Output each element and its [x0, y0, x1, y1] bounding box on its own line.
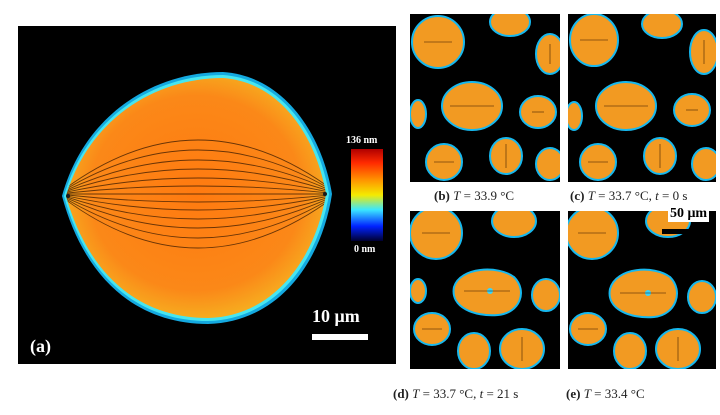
caption-d: (d) T = 33.7 °C, t = 21 s — [393, 386, 518, 402]
caption-c-text2: = 0 s — [658, 188, 688, 203]
caption-d-var: T — [412, 386, 420, 401]
droplet-body — [66, 78, 326, 318]
caption-d-text2: = 21 s — [483, 386, 519, 401]
caption-c-label: (c) — [570, 188, 585, 203]
caption-d-label: (d) — [393, 386, 409, 401]
caption-b-var: T — [453, 188, 461, 203]
scale-bar-50-label: 50 μm — [668, 206, 710, 222]
caption-c-var: T — [587, 188, 595, 203]
caption-e-var: T — [583, 386, 591, 401]
scale-bar-50 — [662, 229, 712, 234]
panel-a-image — [18, 26, 396, 364]
panel-c-image — [568, 14, 716, 182]
caption-e-text: = 33.4 °C — [590, 386, 645, 401]
scale-bar-a — [312, 334, 368, 340]
caption-e-label: (e) — [566, 386, 581, 401]
caption-d-text: = 33.7 °C, — [419, 386, 480, 401]
panel-a-label: (a) — [30, 336, 51, 356]
scale-bar-a-label: 10 μm — [312, 306, 360, 326]
caption-c-text: = 33.7 °C, — [594, 188, 656, 203]
colorbar-min-label: 0 nm — [354, 244, 376, 255]
colorbar — [351, 149, 383, 241]
panel-e-image — [568, 211, 716, 369]
colorbar-max-label: 136 nm — [346, 135, 378, 146]
panel-d-image — [410, 211, 560, 369]
caption-d-var2: t — [479, 386, 484, 401]
caption-b-text: = 33.9 °C — [460, 188, 515, 203]
caption-b: (b) T = 33.9 °C — [434, 188, 514, 204]
panel-b-image — [410, 14, 560, 182]
caption-b-label: (b) — [434, 188, 450, 203]
caption-c: (c) T = 33.7 °C, t = 0 s — [570, 188, 687, 204]
caption-e: (e) T = 33.4 °C — [566, 386, 645, 402]
caption-c-var2: t — [655, 188, 659, 203]
